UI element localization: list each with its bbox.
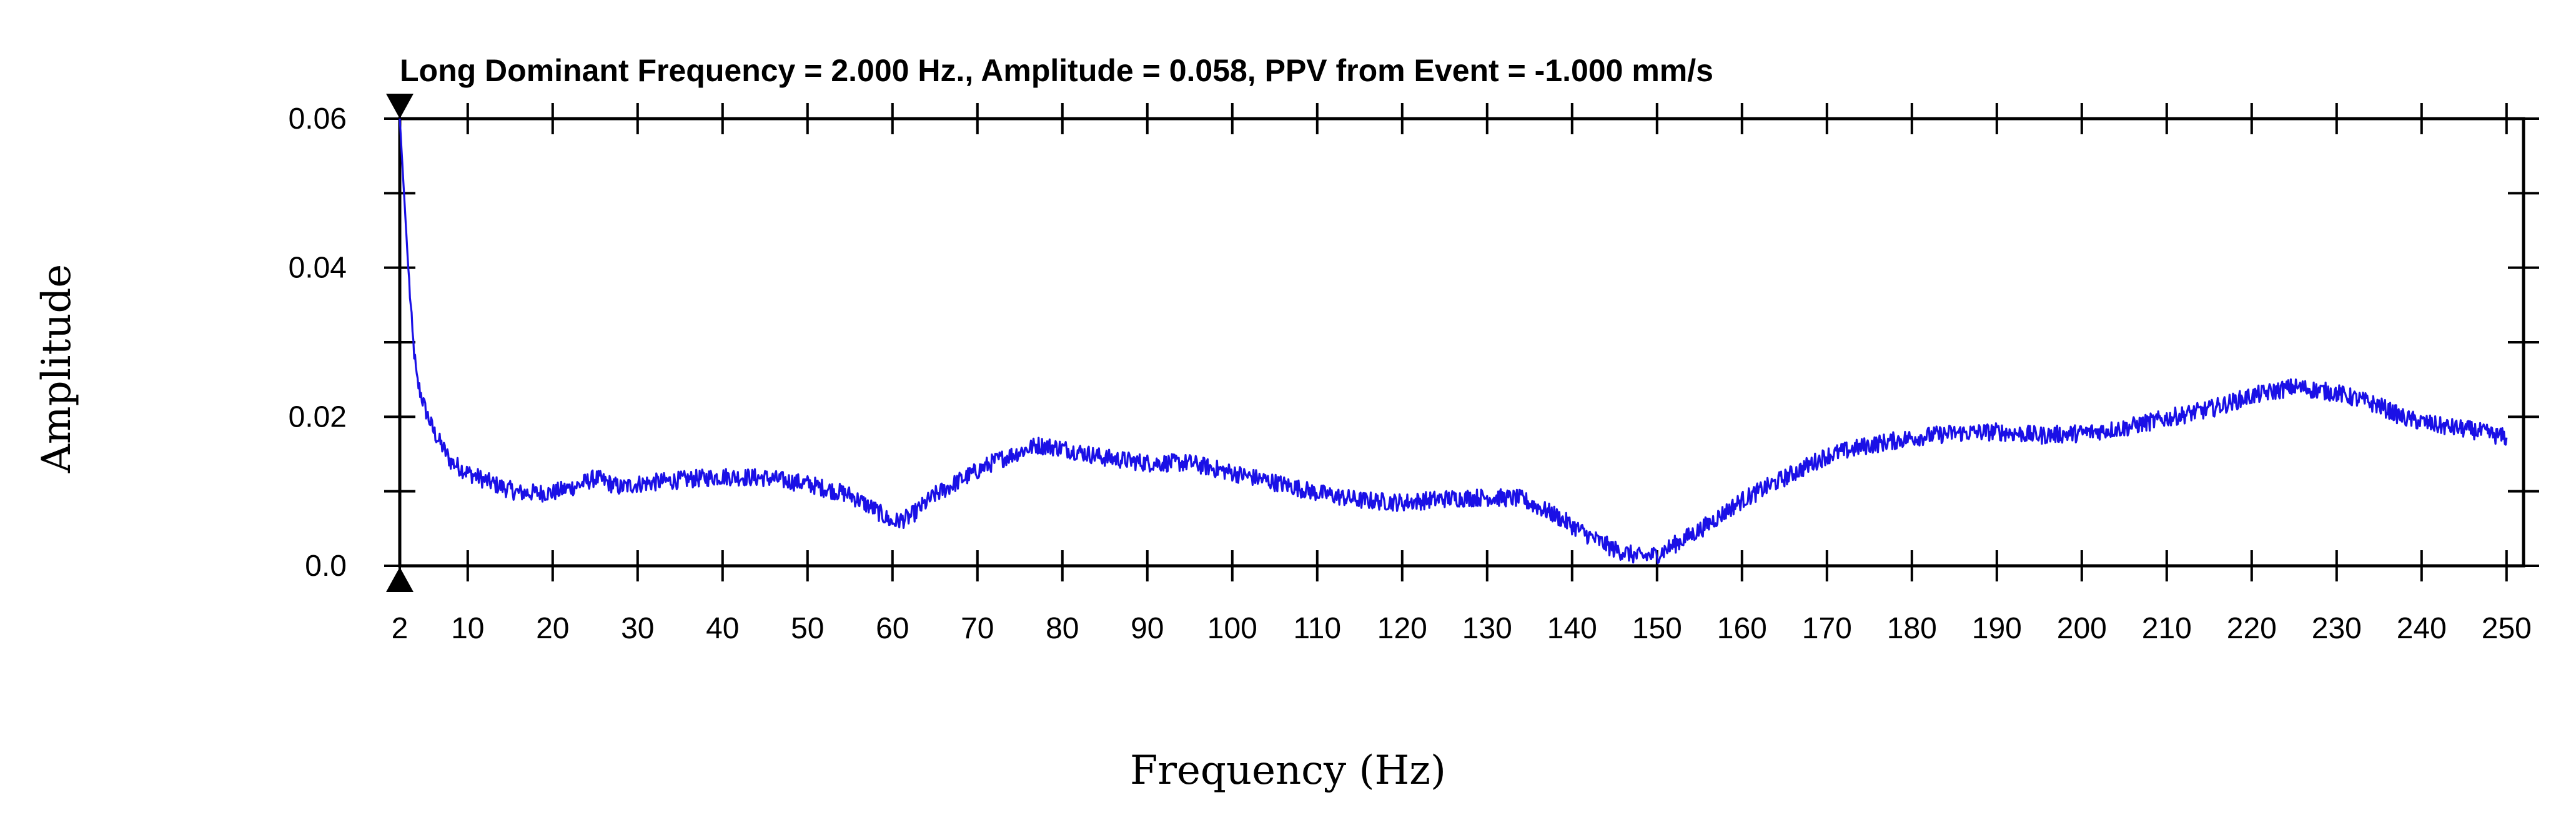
y-axis-label: Amplitude [34, 264, 80, 474]
data-point-42 [1614, 549, 1615, 550]
x-tick-label: 160 [1717, 612, 1767, 645]
x-tick-label: 150 [1632, 612, 1682, 645]
chart-title: Long Dominant Frequency = 2.000 Hz., Amp… [400, 53, 1713, 88]
x-tick-label: 180 [1887, 612, 1937, 645]
data-point-58 [2251, 395, 2252, 396]
x-tick-labels: 2 10 20 30 40 50 60 70 80 90 100 110 120 130 140 150 160… [392, 612, 2532, 645]
top-cursor-marker-icon [386, 94, 414, 119]
data-point-19 [807, 483, 808, 484]
x-tick-label: 90 [1131, 612, 1164, 645]
y-tick-label: 0.02 [289, 400, 347, 433]
y-tick-labels: 0.0 0.02 0.04 0.06 [289, 102, 347, 583]
series-line-0 [399, 118, 2508, 565]
y-tick-label: 0.0 [305, 550, 347, 583]
x-tick-label: 200 [2057, 612, 2107, 645]
data-point-37 [1444, 498, 1445, 499]
data-point-33 [1274, 482, 1275, 483]
x-tick-label: 20 [536, 612, 569, 645]
data-point-46 [1741, 500, 1742, 501]
x-tick-label: 100 [1207, 612, 1257, 645]
data-point-7 [450, 461, 451, 462]
x-tick-label: 110 [1294, 612, 1342, 645]
data-point-48 [1826, 455, 1827, 456]
x-tick-label: 80 [1046, 612, 1079, 645]
data-point-14 [620, 487, 621, 488]
bottom-cursor-marker-icon [386, 567, 414, 592]
x-tick-label: 2 [392, 612, 409, 645]
data-point-65 [2506, 437, 2507, 438]
data-point-2 [408, 267, 409, 268]
x-tick-label: 220 [2227, 612, 2277, 645]
series-layer [399, 118, 2508, 565]
x-tick-label: 170 [1802, 612, 1852, 645]
plot-frame [398, 117, 2525, 568]
y-tick-label: 0.04 [289, 252, 347, 285]
data-point-22 [892, 522, 893, 523]
data-point-26 [994, 461, 995, 462]
x-tick-label: 140 [1547, 612, 1597, 645]
data-point-15 [637, 483, 638, 484]
x-tick-label: 30 [621, 612, 654, 645]
data-point-50 [1911, 437, 1912, 438]
x-tick-label: 120 [1377, 612, 1427, 645]
x-axis-label: Frequency (Hz) [1130, 748, 1446, 794]
x-tick-label: 130 [1462, 612, 1512, 645]
x-tick-label: 190 [1972, 612, 2022, 645]
data-point-17 [722, 476, 723, 477]
data-point-35 [1359, 500, 1360, 501]
data-point-39 [1521, 498, 1522, 499]
data-point-8 [467, 472, 468, 473]
x-tick-label: 60 [876, 612, 909, 645]
x-tick-label: 10 [451, 612, 484, 645]
x-tick-label: 40 [706, 612, 739, 645]
y-tick-label: 0.06 [289, 102, 347, 136]
x-tick-label: 250 [2482, 612, 2532, 645]
x-tick-label: 230 [2312, 612, 2362, 645]
data-point-23 [909, 517, 910, 518]
x-tick-label: 240 [2397, 612, 2447, 645]
x-tick-label: 70 [961, 612, 994, 645]
x-tick-label: 50 [791, 612, 824, 645]
x-tick-label: 210 [2142, 612, 2192, 645]
